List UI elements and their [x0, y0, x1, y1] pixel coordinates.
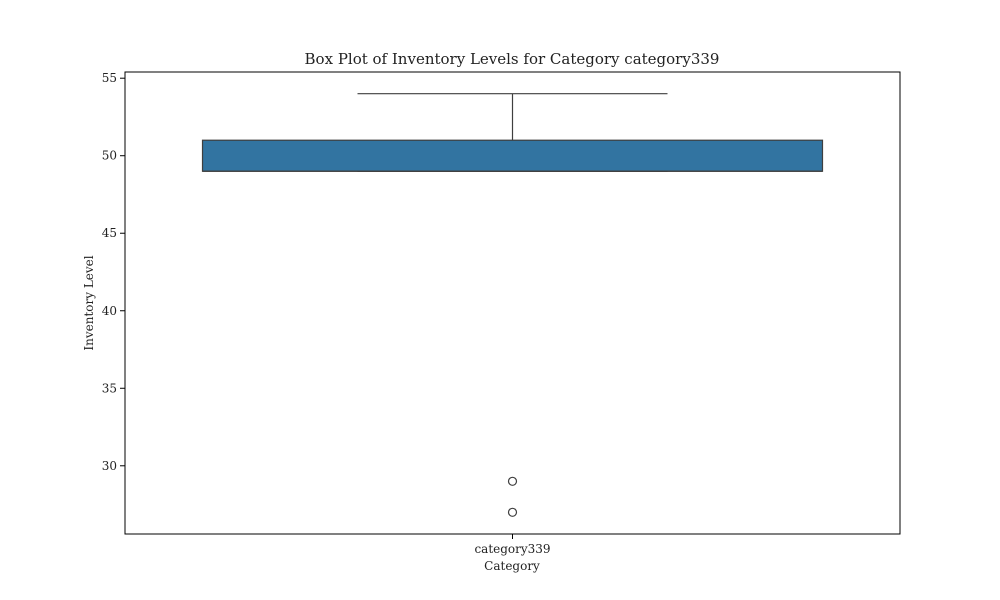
- y-tick-label: 55: [102, 71, 117, 85]
- iqr-box: [201, 139, 824, 172]
- chart-title: Box Plot of Inventory Levels for Categor…: [305, 50, 720, 68]
- y-tick-label: 35: [102, 381, 117, 395]
- outlier-point: [507, 507, 518, 517]
- y-tick-label: 45: [102, 226, 117, 240]
- box-series: [201, 93, 824, 517]
- y-axis: 30 35 40 45 50 55: [102, 71, 125, 473]
- x-axis: category339: [474, 534, 551, 556]
- outlier-point: [507, 476, 518, 486]
- y-tick-label: 50: [102, 149, 117, 163]
- x-tick-label: category339: [474, 542, 550, 556]
- x-axis-label: Category: [484, 559, 540, 573]
- y-tick-label: 40: [102, 304, 117, 318]
- y-tick-label: 30: [102, 459, 117, 473]
- y-axis-label: Inventory Level: [82, 255, 96, 350]
